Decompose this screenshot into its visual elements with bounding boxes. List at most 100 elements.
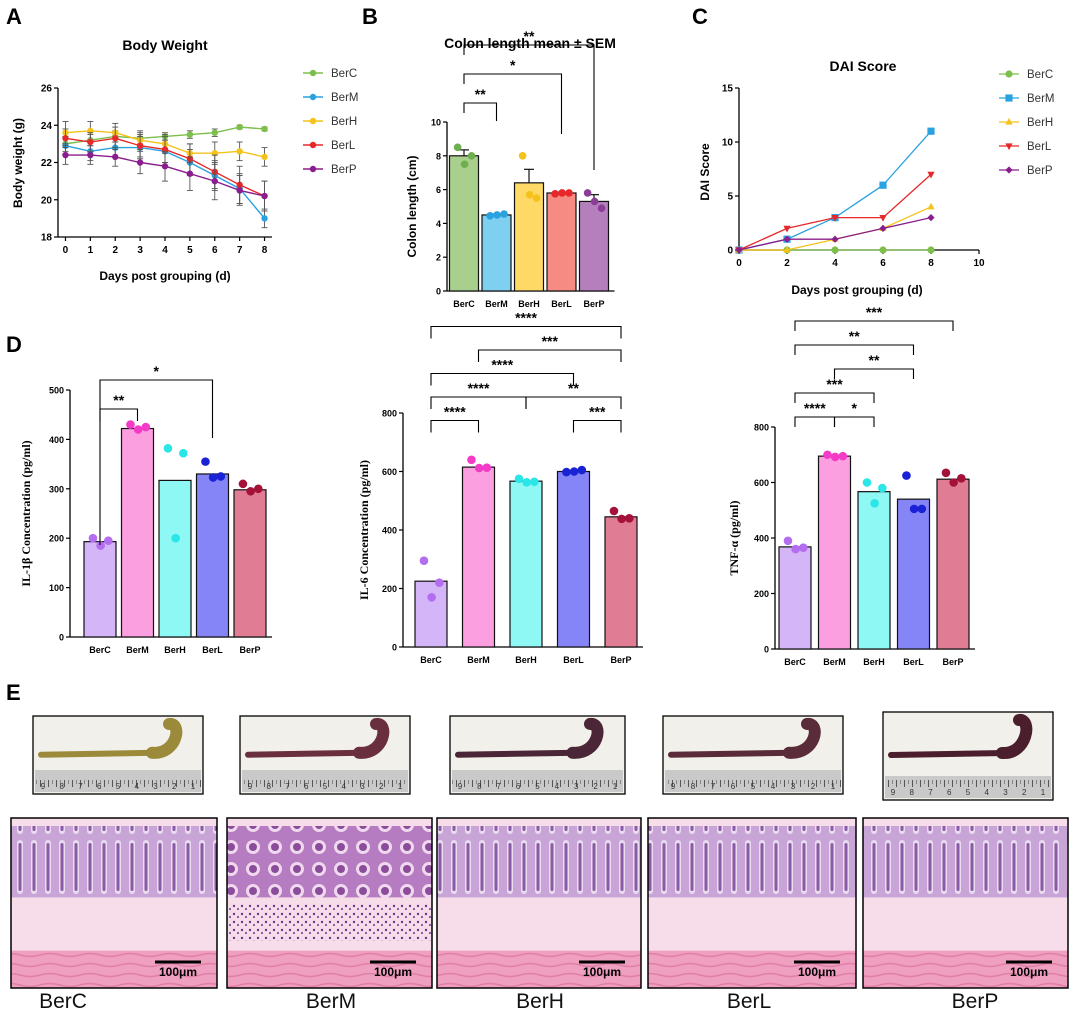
- data-point: [236, 123, 243, 131]
- series-berh: BerH: [735, 117, 1053, 253]
- data-point: [927, 246, 935, 254]
- data-point: [831, 215, 839, 222]
- x-tick-label: BerL: [563, 655, 584, 665]
- y-axis-label: TNF-α (pg/ml): [727, 500, 741, 575]
- data-point: [949, 478, 958, 487]
- data-point: [467, 455, 476, 465]
- data-point: [112, 135, 119, 142]
- colon-photo-berp: 9 8 7 6 5 4 3 2 1: [882, 711, 1054, 801]
- legend-label: BerP: [1027, 165, 1053, 177]
- ruler: [35, 770, 201, 792]
- bar-berm: [481, 214, 512, 292]
- series-berp: BerP: [735, 165, 1053, 254]
- x-tick-label: BerC: [420, 655, 442, 665]
- colon-caecum: [783, 718, 821, 759]
- data-point: [617, 514, 626, 524]
- x-tick-label: 3: [137, 245, 143, 256]
- significance-bracket: [525, 396, 622, 409]
- y-tick-label: 20: [41, 195, 53, 206]
- x-tick-label: BerM: [467, 655, 490, 665]
- data-point: [927, 127, 935, 135]
- data-point: [831, 235, 839, 243]
- data-point: [136, 159, 144, 166]
- ruler-number: 4: [342, 782, 347, 791]
- data-point: [941, 468, 951, 478]
- data-point: [565, 189, 573, 197]
- series-berl: BerL: [735, 141, 1052, 255]
- muscle-layer: [227, 950, 432, 988]
- x-axis-label: Days post grouping (d): [99, 269, 230, 283]
- mucosa-layer: [11, 826, 217, 898]
- data-point: [261, 153, 268, 161]
- colon-photo-berc: 9 8 7 6 5 4 3 2 1: [32, 715, 204, 795]
- significance-bracket: [572, 419, 622, 433]
- data-point: [435, 578, 444, 587]
- colon-caecum: [146, 718, 183, 759]
- series-berc: BerC: [62, 68, 357, 152]
- legend-swatch-marker: [1005, 117, 1013, 125]
- muscle-layer: [11, 950, 217, 988]
- data-point: [493, 211, 501, 219]
- data-point: [927, 171, 935, 179]
- y-tick-label: 26: [41, 84, 53, 95]
- ruler-number: 3: [360, 782, 365, 791]
- significance-bracket: [430, 325, 622, 339]
- ruler: [665, 770, 841, 792]
- bar-berh: [158, 479, 192, 638]
- ruler-number: 9: [248, 782, 253, 791]
- significance-bracket: [794, 392, 875, 403]
- data-point: [577, 465, 587, 475]
- bar-berl: [556, 470, 591, 648]
- y-tick-label: 22: [41, 158, 53, 169]
- y-tick-label: 200: [382, 584, 397, 594]
- data-point: [879, 224, 887, 232]
- bar-berp: [578, 200, 610, 292]
- data-point: [163, 443, 173, 453]
- y-tick-label: 0: [436, 287, 441, 297]
- significance-bracket: [99, 408, 139, 421]
- y-tick-label: 400: [754, 534, 769, 544]
- y-tick-label: 300: [49, 484, 64, 494]
- data-point: [799, 543, 808, 553]
- data-point: [518, 152, 527, 160]
- legend-swatch-marker: [309, 93, 317, 101]
- x-tick-label: BerC: [89, 645, 111, 655]
- data-point: [569, 467, 579, 476]
- ruler-number: 7: [285, 782, 290, 791]
- data-point: [590, 197, 599, 206]
- data-point: [838, 451, 848, 461]
- scale-bar-label: 100μm: [583, 965, 621, 979]
- x-tick-label: BerP: [239, 645, 260, 655]
- legend-label: BerL: [1027, 141, 1052, 153]
- legend-label: BerM: [331, 92, 358, 104]
- chart-title: DAI Score: [830, 58, 897, 74]
- panel-letter-c: C: [692, 4, 708, 29]
- histology-berc: 100μm: [10, 817, 218, 989]
- ruler-number: 5: [116, 782, 121, 791]
- significance-bracket: [794, 320, 954, 331]
- data-point: [208, 473, 218, 482]
- ruler-number: 2: [593, 782, 598, 791]
- scale-bar-label: 100μm: [159, 965, 197, 979]
- data-point: [453, 143, 462, 152]
- data-point: [522, 478, 531, 487]
- histology-berm: 100μm: [226, 817, 433, 989]
- group-caption-berh: BerH: [516, 990, 564, 1013]
- data-point: [238, 479, 248, 489]
- group-caption-berc: BerC: [39, 990, 87, 1013]
- x-tick-label: BerH: [515, 655, 537, 665]
- mucosa-layer: [227, 826, 432, 898]
- il6-chart: 0 200 400 600 800 IL-6 Concentration (pg/ml) B…: [357, 310, 643, 665]
- y-tick-label: 2: [436, 253, 441, 263]
- y-tick-label: 400: [49, 435, 64, 445]
- x-tick-label: 5: [187, 245, 193, 256]
- x-tick-label: 4: [832, 258, 838, 269]
- legend-swatch-marker: [1005, 166, 1013, 174]
- legend-swatch-marker: [309, 141, 317, 149]
- y-tick-label: 600: [754, 478, 769, 488]
- scale-bar-label: 100μm: [798, 965, 836, 979]
- histology-berh: 100μm: [436, 817, 642, 989]
- data-point: [597, 204, 606, 212]
- y-tick-label: 400: [382, 526, 397, 536]
- bar-berl: [195, 473, 230, 638]
